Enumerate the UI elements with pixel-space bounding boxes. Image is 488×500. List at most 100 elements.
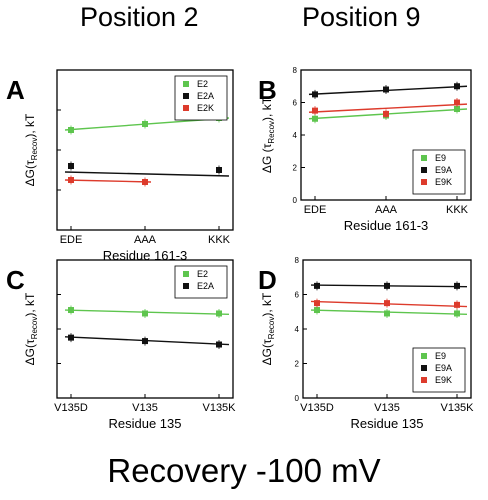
y-tick-label: 8 xyxy=(293,66,298,75)
x-tick-label: EDE xyxy=(304,204,327,216)
legend-swatch xyxy=(183,105,189,111)
x-tick-label: KKK xyxy=(446,204,469,216)
y-axis-label-subscript: Recov xyxy=(30,317,39,340)
y-tick-label: 4 xyxy=(293,131,298,140)
y-axis-label: ΔG (τRecov), kT xyxy=(260,96,276,173)
legend-label-e9a: E9A xyxy=(435,165,452,175)
chart-panel-c: C V135D V135 V135K Residue 135 ΔG(τRecov), kT… xyxy=(6,259,236,431)
x-axis-label: Residue 135 xyxy=(109,416,182,431)
legend-swatch xyxy=(421,353,427,359)
data-point-e9k xyxy=(314,300,320,307)
data-point-e2k xyxy=(142,179,148,185)
y-axis-label-subscript: Recov xyxy=(30,138,39,161)
data-point-e9a xyxy=(312,91,318,98)
y-axis-label-subscript: Recov xyxy=(267,121,276,144)
data-point-e9a xyxy=(383,86,389,93)
data-point-e9k xyxy=(454,99,460,106)
panel-letter: C xyxy=(6,265,25,295)
data-point-e2a xyxy=(142,338,148,345)
column-title-position-9: Position 9 xyxy=(302,2,421,32)
legend-label-e9k: E9K xyxy=(435,177,452,187)
y-axis-label-tail: ), kT xyxy=(23,292,37,317)
fit-line-e2a xyxy=(64,171,230,177)
data-point-e9k xyxy=(454,301,460,308)
y-axis-label-main: ΔG(τ xyxy=(23,339,37,365)
y-tick-label: 4 xyxy=(295,325,300,334)
y-tick-label: 8 xyxy=(295,256,300,265)
y-axis-label-tail: ), kT xyxy=(260,292,274,317)
x-tick-label: KKK xyxy=(208,234,231,246)
y-tick-label: 2 xyxy=(293,164,298,173)
data-point-e9k xyxy=(312,107,318,114)
legend: E2 E2A E2K xyxy=(174,75,228,121)
y-axis-label-tail: ), kT xyxy=(23,113,37,138)
chart-panel-b: B 0 2 4 6 8 EDE AAA KKK Residue 161-3 ΔG (τRecov),… xyxy=(258,66,472,233)
fit-line-e9k xyxy=(308,103,468,113)
panel-letter: D xyxy=(258,265,277,295)
data-point-e2a xyxy=(216,341,222,348)
legend-label-e2k: E2K xyxy=(197,103,214,113)
y-tick-label: 6 xyxy=(295,291,300,300)
y-axis-label-main: ΔG(τ xyxy=(260,339,274,365)
figure-caption: Recovery -100 mV xyxy=(107,452,381,489)
data-point-e2 xyxy=(142,121,148,127)
x-tick-label: V135D xyxy=(54,402,88,414)
legend-swatch xyxy=(183,271,189,277)
y-axis-label-main: ΔG(τ xyxy=(23,160,37,186)
x-tick-label: AAA xyxy=(134,234,157,246)
legend-label-e2: E2 xyxy=(197,79,208,89)
data-point-e2a xyxy=(68,334,74,341)
panel-letter: A xyxy=(6,75,25,105)
x-axis-label: Residue 135 xyxy=(351,416,424,431)
legend-label-e2a: E2A xyxy=(197,281,214,291)
data-point-e2k xyxy=(68,177,74,183)
y-axis-label: ΔG(τRecov), kT xyxy=(23,292,39,365)
x-axis-label: Residue 161-3 xyxy=(103,248,188,263)
y-axis-label-main: ΔG (τ xyxy=(260,143,274,173)
legend-swatch xyxy=(421,155,427,161)
legend-swatch xyxy=(183,81,189,87)
legend-label-e2: E2 xyxy=(197,269,208,279)
chart-panel-d: D 0 2 4 6 8 V135D V135 V135K Residue 135 ΔG(τRecov… xyxy=(258,256,474,431)
x-tick-label: EDE xyxy=(60,234,83,246)
data-point-e9 xyxy=(314,307,320,314)
data-point-e2a xyxy=(68,163,74,169)
legend-swatch xyxy=(421,377,427,383)
data-point-e9 xyxy=(312,115,318,122)
y-tick-label: 0 xyxy=(293,196,298,205)
x-tick-label: V135D xyxy=(300,402,334,414)
data-point-e9a xyxy=(384,282,390,289)
data-point-e2 xyxy=(142,310,148,317)
data-point-e2 xyxy=(68,307,74,314)
data-point-e9k xyxy=(383,110,389,117)
data-point-e9a xyxy=(314,282,320,289)
legend: E9 E9A E9K xyxy=(412,347,466,393)
y-axis-label-tail: ), kT xyxy=(260,96,274,121)
y-axis-label-subscript: Recov xyxy=(267,317,276,340)
x-tick-label: V135K xyxy=(202,402,236,414)
legend-swatch xyxy=(421,167,427,173)
legend-swatch xyxy=(421,179,427,185)
panel-letter: B xyxy=(258,75,277,105)
legend-swatch xyxy=(183,93,189,99)
x-tick-label: V135 xyxy=(374,402,400,414)
data-point-e9 xyxy=(454,106,460,112)
legend-label-e9k: E9K xyxy=(435,375,452,385)
x-tick-label: V135K xyxy=(440,402,474,414)
legend-label-e9a: E9A xyxy=(435,363,452,373)
x-tick-label: AAA xyxy=(375,204,398,216)
legend-label-e9: E9 xyxy=(435,351,446,361)
y-tick-label: 0 xyxy=(295,394,300,403)
column-title-position-2: Position 2 xyxy=(80,2,199,32)
x-tick-label: V135 xyxy=(132,402,158,414)
data-point-e9k xyxy=(384,300,390,307)
y-axis-label: ΔG(τRecov), kT xyxy=(23,113,39,186)
fit-line-e2k xyxy=(64,179,152,183)
data-point-e2 xyxy=(68,127,74,133)
data-point-e9 xyxy=(384,310,390,317)
data-point-e2 xyxy=(216,310,222,317)
legend-swatch xyxy=(183,283,189,289)
